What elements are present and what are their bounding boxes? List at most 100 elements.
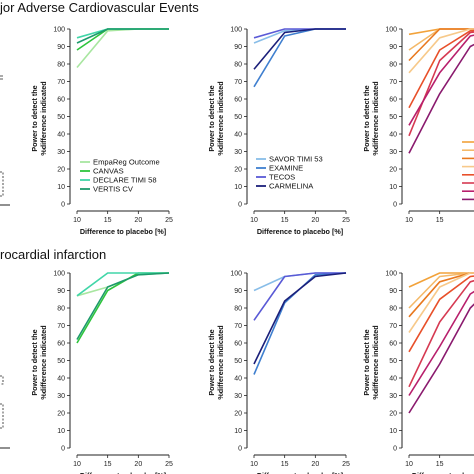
y-axis-label: %difference indicated [216, 325, 225, 399]
x-tick-label: 25 [165, 461, 173, 468]
y-tick-label: 60 [57, 340, 65, 347]
x-tick-label: 10 [73, 461, 81, 468]
y-tick-label: 70 [234, 79, 242, 86]
y-tick-label: 40 [234, 131, 242, 138]
x-axis-label: Difference to placebo [%] [257, 227, 343, 236]
y-tick-label: 0 [238, 201, 242, 208]
y-tick-label: 50 [57, 114, 65, 121]
series-line-3 [76, 272, 169, 297]
y-tick-label: 100 [385, 26, 397, 33]
y-axis-label: Power to detect the [362, 85, 371, 151]
y-axis-label: %difference indicated [371, 81, 380, 155]
series-line-7 [408, 290, 474, 396]
y-tick-label: 60 [389, 340, 397, 347]
y-tick-label: 60 [57, 96, 65, 103]
series-line-5 [408, 29, 474, 109]
y-axis-label: Power to detect the [207, 85, 216, 151]
x-tick-label: 10 [250, 217, 258, 224]
section-title-mace: jor Adverse Cardiovascular Events [0, 0, 199, 15]
y-tick-label: 30 [234, 149, 242, 156]
legend-label: CARMELINA [269, 182, 314, 191]
y-tick-label: 80 [57, 305, 65, 312]
y-tick-label: 10 [234, 428, 242, 435]
x-tick-label: 20 [134, 217, 142, 224]
y-tick-label: 100 [385, 270, 397, 277]
y-tick-label: 40 [57, 375, 65, 382]
y-tick-label: 80 [57, 61, 65, 68]
x-tick-label: 15 [104, 461, 112, 468]
series-line-7 [408, 34, 474, 126]
series-line-3 [408, 272, 474, 318]
y-tick-label: 0 [393, 445, 397, 452]
y-tick-label: 0 [61, 201, 65, 208]
section-title-mi: rocardial infarction [0, 247, 106, 262]
y-tick-label: 90 [57, 288, 65, 295]
chart-panel-3: 0 10 20 30 40 50 60 70 80 90 100 10 15 Power to detec… [362, 26, 474, 224]
x-tick-label: 10 [405, 461, 413, 468]
series-line-2 [408, 272, 474, 309]
series-line-5 [408, 275, 474, 353]
y-tick-label: 50 [234, 114, 242, 121]
y-axis-label: %difference indicated [39, 325, 48, 399]
x-tick-label: 15 [104, 217, 112, 224]
y-tick-label: 90 [389, 44, 397, 51]
x-tick-label: 15 [436, 461, 444, 468]
y-tick-label: 50 [389, 358, 397, 365]
y-tick-label: 10 [57, 184, 65, 191]
series-line-6 [408, 31, 474, 137]
y-tick-label: 40 [234, 375, 242, 382]
y-tick-label: 30 [57, 149, 65, 156]
y-tick-label: 90 [234, 44, 242, 51]
x-tick-label: 25 [342, 217, 350, 224]
x-tick-label: 10 [250, 461, 258, 468]
x-tick-label: 10 [405, 217, 413, 224]
y-tick-label: 70 [57, 323, 65, 330]
legend-label: VERTIS CV [93, 185, 134, 194]
series-line-3 [408, 28, 474, 62]
y-axis-label: %difference indicated [216, 81, 225, 155]
y-tick-label: 20 [234, 166, 242, 173]
y-tick-label: 70 [389, 79, 397, 86]
series-line-4 [76, 272, 170, 340]
legend-label: SAVOR TIMI 53 [269, 155, 323, 164]
series-line-8 [408, 303, 474, 414]
y-tick-label: 80 [234, 61, 242, 68]
series-line-2 [76, 28, 169, 51]
series-line-1 [76, 28, 169, 69]
y-tick-label: 50 [389, 114, 397, 121]
y-axis-label: Power to detect the [30, 85, 39, 151]
series-line-1 [408, 272, 474, 288]
legend-label: CANVAS [93, 167, 124, 176]
series-line-6 [408, 279, 474, 388]
y-tick-label: 90 [234, 288, 242, 295]
y-axis-label: Power to detect the [362, 329, 371, 395]
y-tick-label: 0 [61, 445, 65, 452]
chart-panel-5: 0 10 20 30 40 50 60 70 80 90 100 10 15 20 25 Difference… [207, 270, 350, 474]
x-tick-label: 20 [134, 461, 142, 468]
y-tick-label: 90 [57, 44, 65, 51]
series-line-4 [408, 28, 474, 74]
y-tick-label: 30 [389, 393, 397, 400]
y-axis-label: Power to detect the [30, 329, 39, 395]
y-axis-label: Power to detect the [207, 329, 216, 395]
chart-panel-1: 0 10 20 30 40 50 60 70 80 90 100 10 15 20 25 Difference… [30, 26, 173, 236]
x-tick-label: 25 [165, 217, 173, 224]
y-tick-label: 20 [57, 166, 65, 173]
y-tick-label: 80 [234, 305, 242, 312]
clipped-panel-fragment [0, 375, 4, 385]
chart-panel-2: 0 10 20 30 40 50 60 70 80 90 100 10 15 20 25 Difference… [207, 26, 350, 236]
x-tick-label: 10 [73, 217, 81, 224]
y-tick-label: 10 [234, 184, 242, 191]
x-tick-label: 15 [436, 217, 444, 224]
x-tick-label: 25 [342, 461, 350, 468]
x-axis-label: Difference to placebo [%] [80, 471, 166, 474]
series-line-2 [76, 272, 169, 344]
y-tick-label: 30 [389, 149, 397, 156]
y-axis-label: %difference indicated [39, 81, 48, 155]
y-axis-label: %difference indicated [371, 325, 380, 399]
series-line-4 [253, 272, 347, 365]
chart-panel-4: 0 10 20 30 40 50 60 70 80 90 100 10 15 20 25 Difference… [30, 270, 173, 474]
y-tick-label: 10 [389, 184, 397, 191]
y-tick-label: 30 [57, 393, 65, 400]
